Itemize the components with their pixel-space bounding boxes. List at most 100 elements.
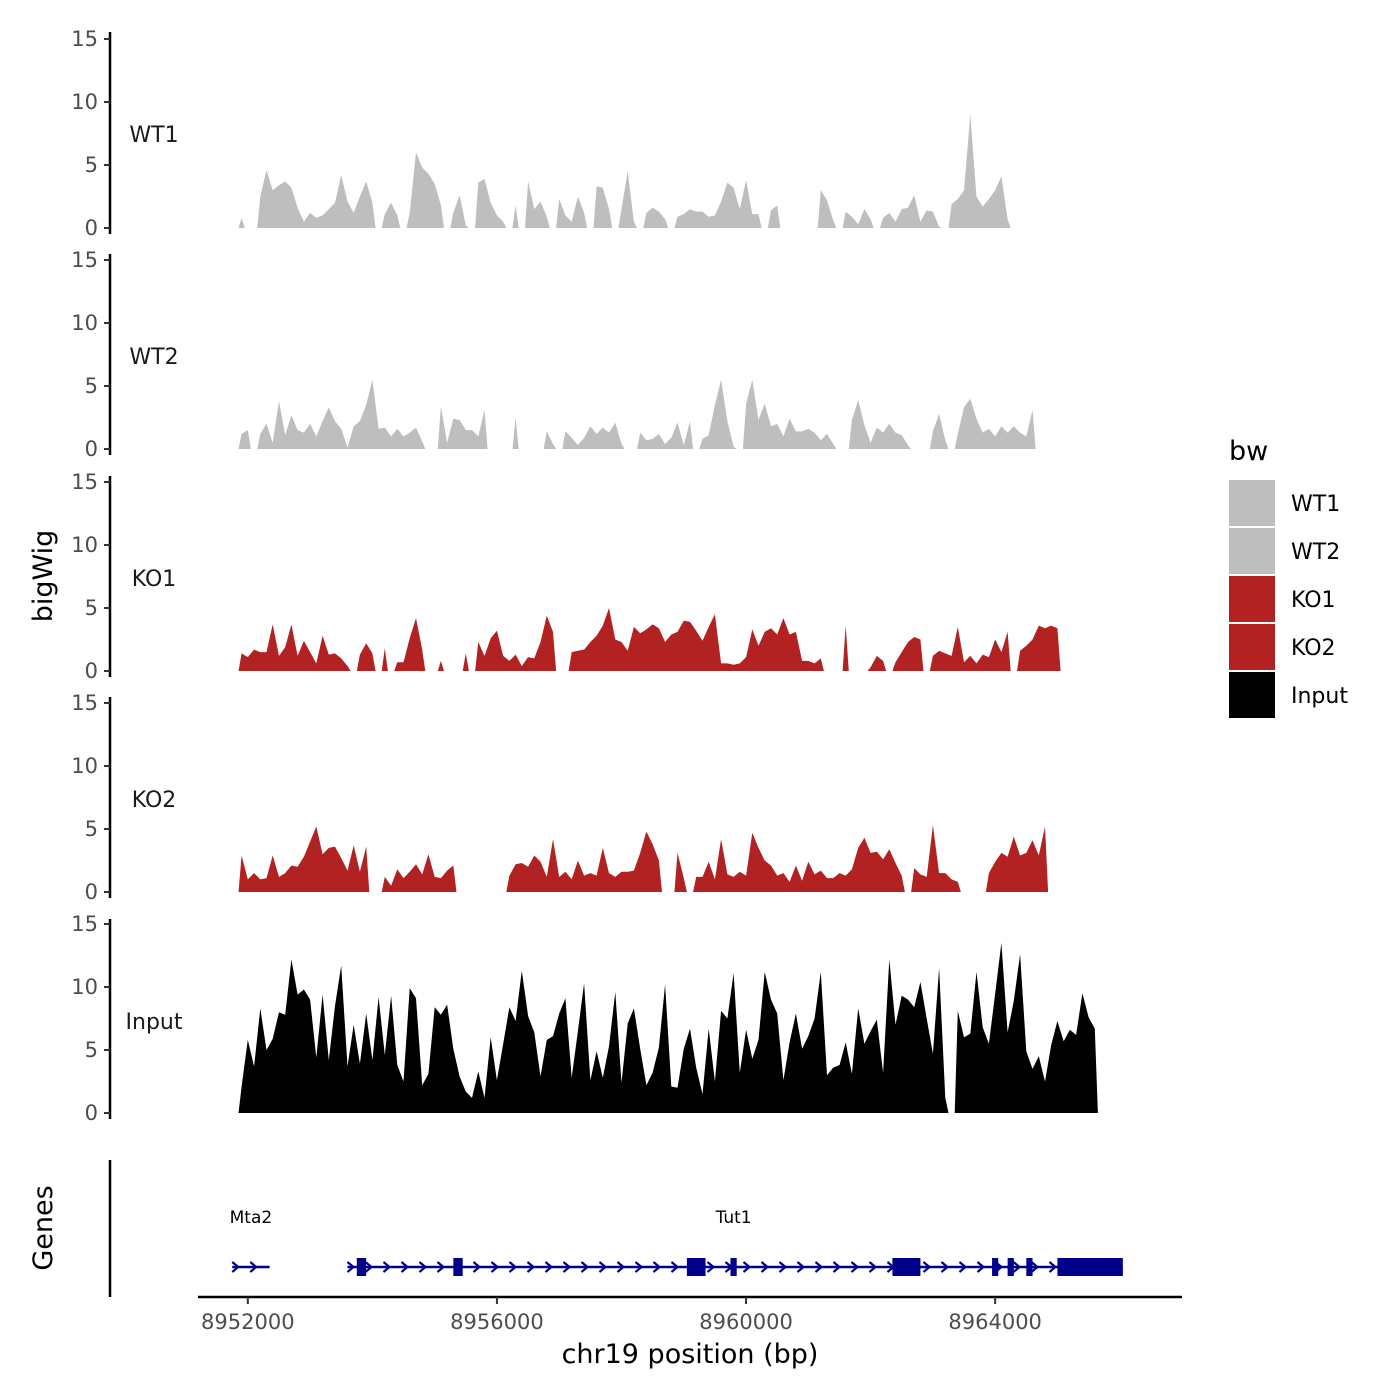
track-ko1: 0 5 10 15 KO1 [71,470,1061,683]
coverage-area [892,637,924,671]
legend-swatch [1229,576,1275,622]
coverage-area [699,379,737,449]
y-tick-label: 0 [85,437,98,461]
coverage-area [437,660,444,671]
legend-swatch [1229,672,1275,718]
y-tick-label: 10 [71,90,98,114]
coverage-area [450,195,469,228]
x-tick-label: 8960000 [699,1310,793,1334]
strand-arrow [652,1261,662,1273]
coverage-area [637,421,694,449]
legend-label: WT1 [1291,492,1340,517]
strand-arrow [544,1261,554,1273]
strand-arrow [940,1261,950,1273]
strand-arrow [832,1261,842,1273]
exon [892,1258,921,1276]
coverage-area [437,406,488,449]
track-ko2: 0 5 10 15 KO2 [71,691,1049,904]
coverage-area [257,379,426,449]
coverage-area [911,825,961,892]
gene-label: Mta2 [230,1208,273,1228]
strand-arrow [346,1261,356,1273]
y-tick-label: 10 [71,754,98,778]
strand-arrow [634,1261,644,1273]
legend-swatch [1229,480,1275,526]
exon [453,1258,463,1276]
coverage-area [848,399,912,449]
track-wt1: 0 5 10 15 WT1 [71,27,1011,240]
x-tick-label: 8956000 [450,1310,544,1334]
strand-arrow [364,1261,374,1273]
coverage-area [406,152,444,228]
legend-swatch [1229,624,1275,670]
track-label: KO2 [132,788,177,813]
exon [356,1258,367,1276]
coverage-area [238,959,949,1113]
coverage-area [238,430,251,449]
track-label: WT1 [129,123,178,148]
genes-panel: Mta2 Tut1 [108,1160,1123,1297]
strand-arrow [922,1261,932,1273]
y-tick-label: 5 [85,1038,98,1062]
strand-arrow [580,1261,590,1273]
x-axis: 8952000 8956000 8960000 8964000 [198,1295,1182,1334]
coverage-tracks: 0 5 10 15 WT1 0 5 10 15 WT2 0 5 10 15 KO1 0 5 10 15 KO2 0 5 10… [71,27,1098,1125]
coverage-area [525,181,550,228]
x-axis-title: chr19 position (bp) [562,1339,819,1370]
strand-arrow [231,1261,240,1273]
gene-label: Tut1 [715,1208,752,1228]
exon [686,1258,706,1276]
exon [992,1258,999,1276]
y-tick-label: 5 [85,817,98,841]
gene-tut1: Tut1 [346,1208,1123,1276]
coverage-area [929,413,949,449]
y-tick-label: 0 [85,216,98,240]
coverage-area [879,195,943,228]
strand-arrow [1030,1261,1040,1273]
track-label: Input [126,1010,183,1035]
strand-arrow [670,1261,680,1273]
coverage-area [954,942,1098,1113]
coverage-area [948,114,1011,228]
strand-arrow [436,1261,446,1273]
coverage-area [562,422,625,449]
coverage-area [475,615,557,671]
legend-swatch [1229,528,1275,574]
strand-arrow [249,1261,258,1273]
strand-arrow [1048,1261,1058,1273]
coverage-area [556,196,588,228]
coverage-area [543,431,557,449]
strand-arrow [472,1261,482,1273]
strand-arrow [778,1261,788,1273]
coverage-area [512,205,519,228]
legend-title: bw [1229,436,1268,467]
coverage-area [506,831,662,892]
legend-label: KO1 [1291,588,1336,613]
coverage-area [842,209,874,228]
track-wt2: 0 5 10 15 WT2 [71,248,1036,461]
track-label: KO1 [132,567,177,592]
coverage-area [381,202,401,228]
y-tick-label: 5 [85,374,98,398]
coverage-area [381,854,457,892]
coverage-area [1017,625,1061,671]
strand-arrow [562,1261,572,1273]
strand-arrow [850,1261,860,1273]
gene-mta2: Mta2 [230,1208,273,1273]
coverage-area [568,608,824,671]
legend-item-ko1: KO1 [1229,576,1336,622]
strand-arrow [760,1261,770,1273]
strand-arrow [616,1261,626,1273]
y-tick-label: 10 [71,533,98,557]
legend-label: Input [1291,684,1348,709]
y-tick-label: 10 [71,975,98,999]
y-tick-label: 0 [85,1101,98,1125]
legend-label: KO2 [1291,636,1336,661]
coverage-area [929,626,1011,671]
legend-item-wt1: WT1 [1229,480,1340,526]
coverage-area [462,653,469,671]
coverage-area [475,178,507,228]
coverage-area [238,826,370,892]
strand-arrow [418,1261,428,1273]
x-tick-label: 8952000 [201,1310,295,1334]
